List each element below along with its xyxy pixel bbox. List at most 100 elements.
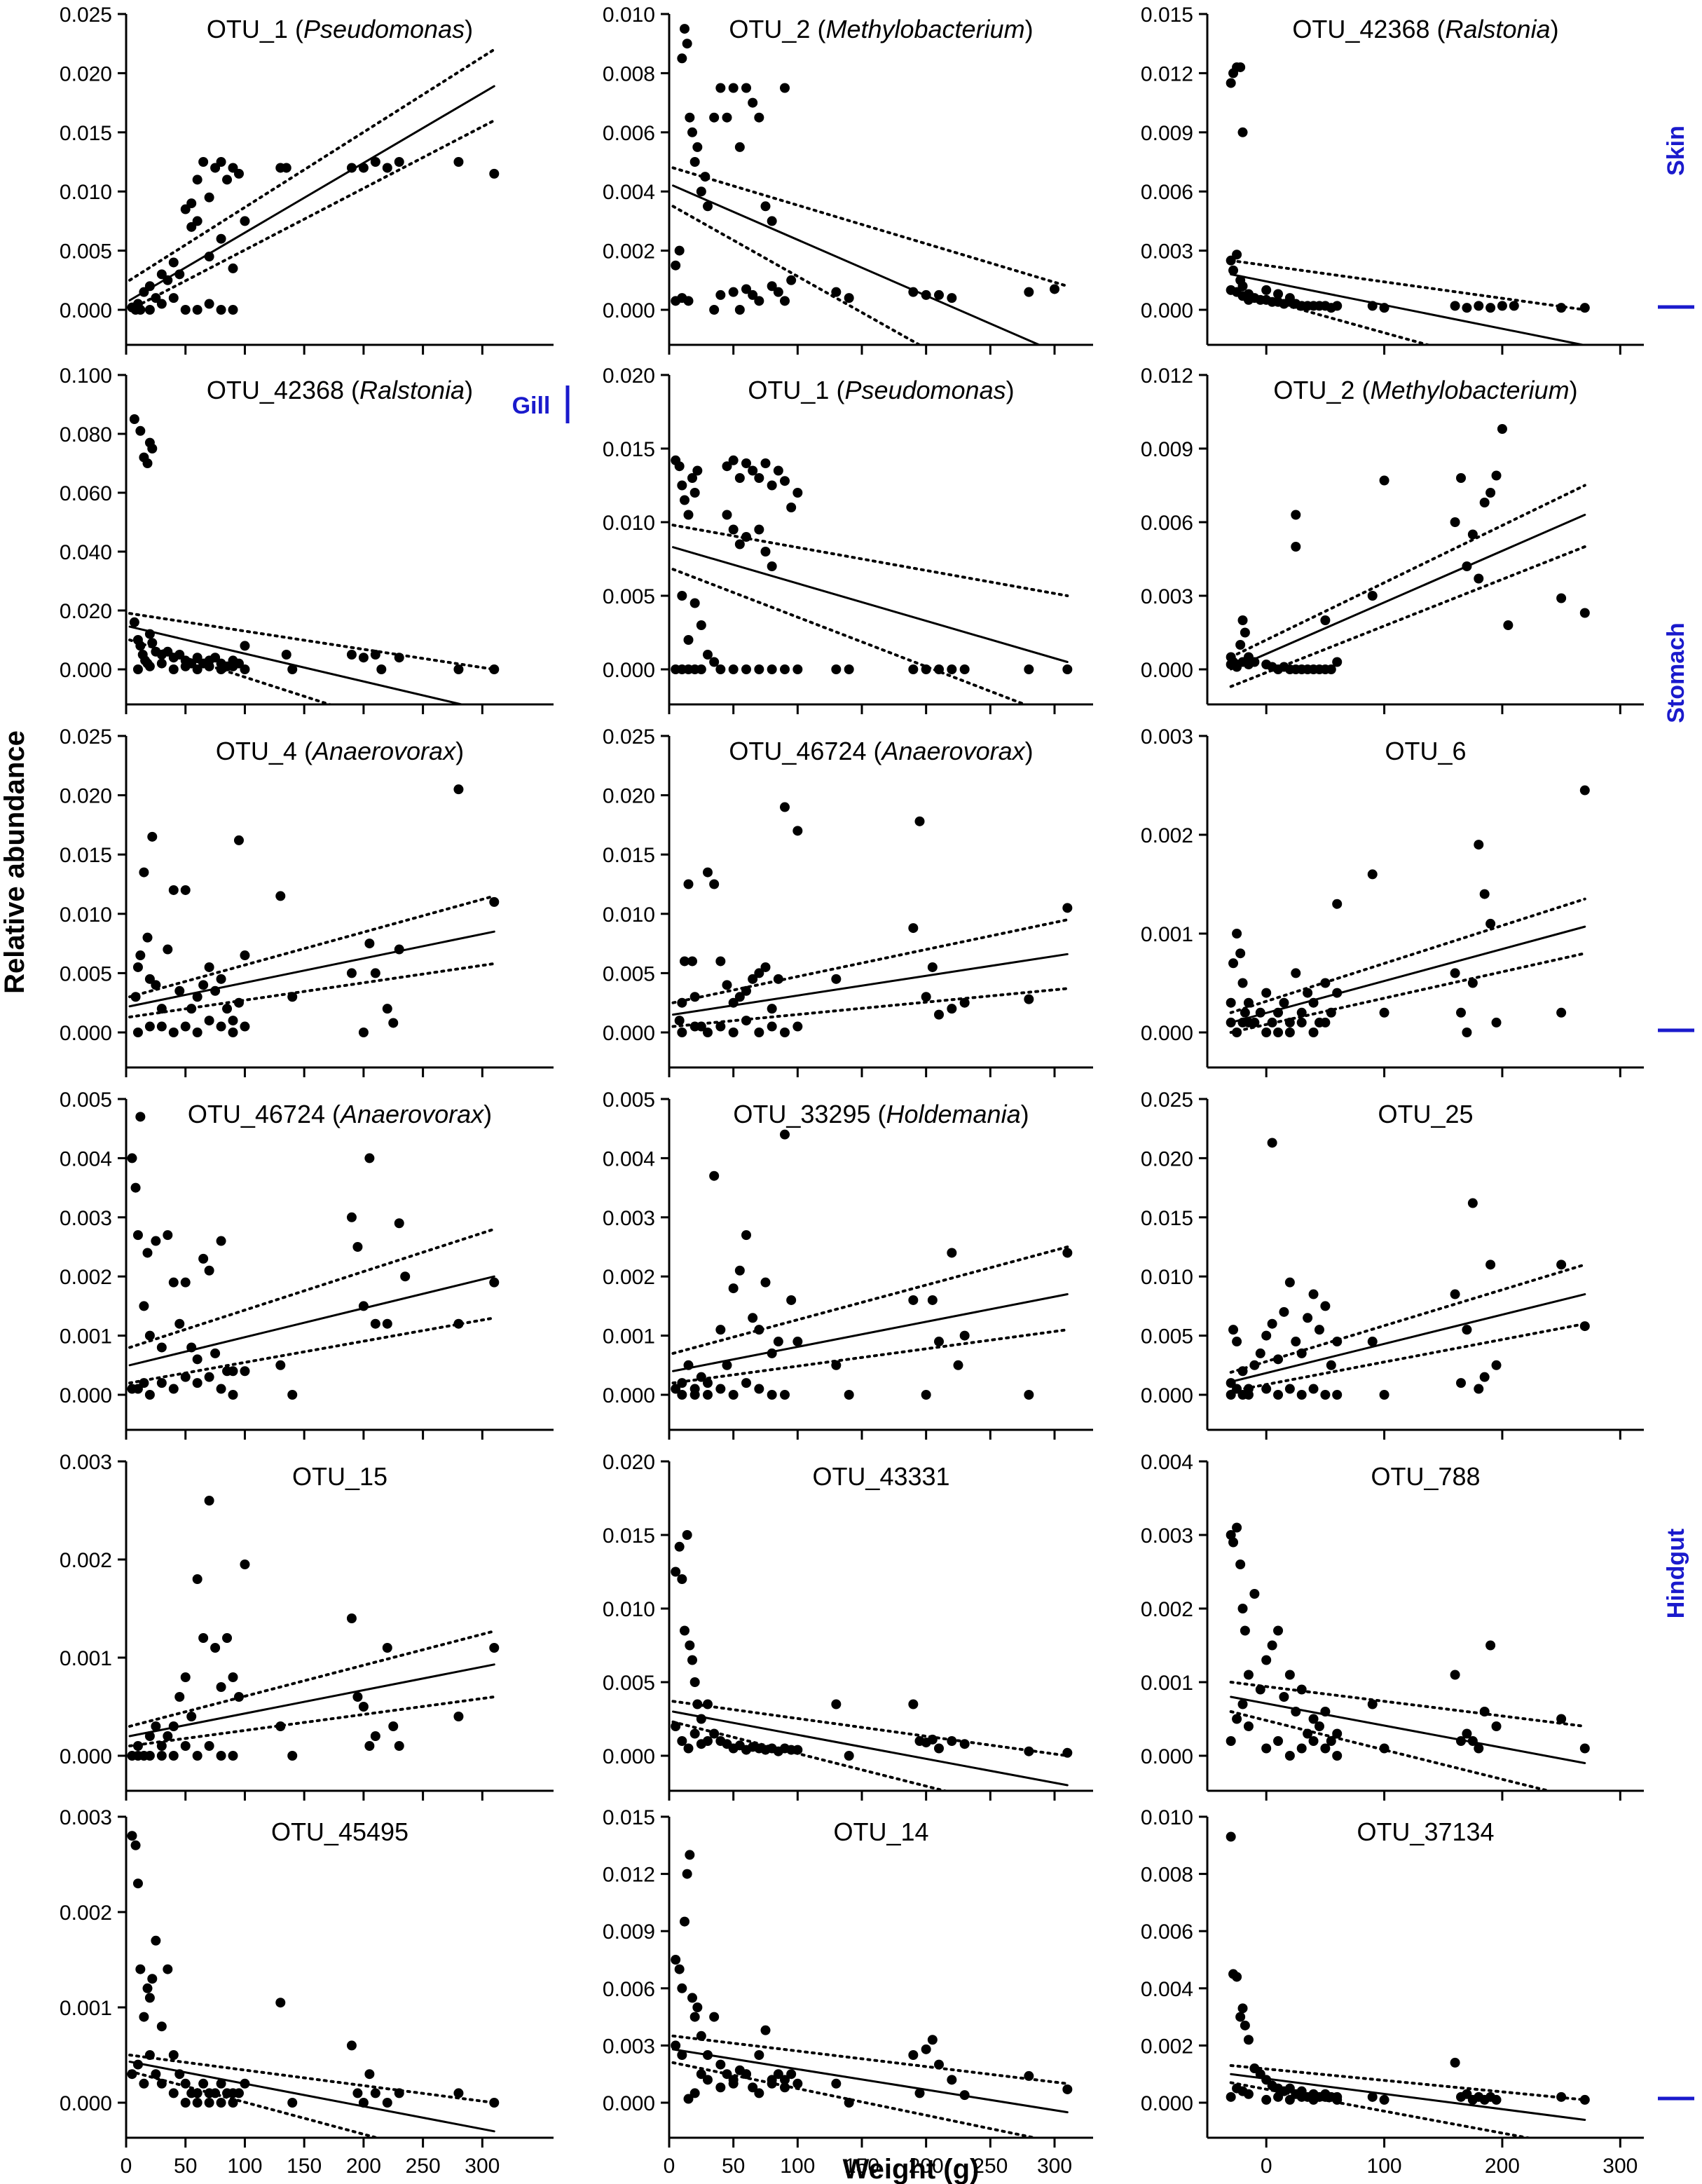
data-point [677,1028,687,1037]
data-point [1240,1007,1250,1018]
data-point [1450,2057,1460,2068]
data-point [346,1212,357,1222]
data-point [163,275,173,285]
y-tick-label: 0.015 [603,438,655,461]
plot-area [1226,424,1590,688]
data-point [1232,929,1242,939]
data-point [1308,1714,1319,1724]
data-point [786,503,797,512]
data-point [947,664,957,674]
panel-title-name: OTU_4 ( [216,737,313,765]
data-point [144,974,155,984]
data-point [168,1721,179,1731]
data-point [671,1955,681,1965]
data-point [792,664,803,674]
plot-area [128,414,500,704]
data-point [453,664,464,674]
y-tick-label: 0.004 [603,181,655,204]
data-point [1062,1747,1073,1758]
panel-title-close: ) [455,737,464,765]
data-point [352,2088,363,2098]
y-tick-label: 0.000 [60,1022,112,1045]
data-point [674,1016,685,1026]
data-point [204,1741,214,1751]
data-point [677,2050,687,2060]
x-tick-label: 150 [287,2155,322,2178]
data-point [144,1330,155,1341]
data-point [1556,1714,1567,1724]
data-point [156,1004,167,1014]
data-point [748,974,758,984]
ci-upper-line [128,2054,496,2104]
ci-upper-line [1229,1681,1586,1728]
data-point [346,1613,357,1623]
x-tick-label: 150 [844,2155,879,2178]
data-point [683,635,694,645]
data-point [715,956,726,967]
data-point [139,2012,149,2022]
ci-lower-line [1229,288,1433,345]
x-tick-label: 50 [174,2155,197,2178]
panel-title-close: ) [1551,15,1559,43]
data-point [1456,1736,1467,1746]
data-point [674,1541,685,1552]
data-point [1228,1325,1239,1335]
data-point [275,163,286,173]
data-point [222,1633,233,1643]
data-point [722,461,732,472]
data-point [216,974,226,984]
data-point [382,2098,392,2108]
data-point [703,1390,713,1400]
data-point [1450,301,1460,311]
y-tick-label: 0.009 [1141,122,1193,145]
data-point [358,2098,369,2108]
data-point [1332,1337,1343,1347]
data-point [1579,1743,1590,1754]
data-point [709,305,720,315]
data-point [1261,1655,1272,1665]
data-point [754,296,764,306]
data-point [680,956,689,967]
data-point [240,1366,250,1377]
data-point [163,1731,173,1741]
data-point [741,1230,751,1241]
chart-panel-12: 0.000 0.005 0.010 0.015 0.020 0.025 OTU_25 [1141,1088,1644,1440]
data-point [135,1112,146,1122]
ci-lower-line [1229,952,1586,1034]
data-point [754,473,764,483]
y-tick-label: 0.000 [603,2092,655,2115]
y-tick-label: 0.005 [60,1088,112,1112]
data-point [1485,488,1496,498]
y-tick-label: 0.001 [1141,1672,1193,1695]
data-point [1456,1378,1467,1388]
data-point [1320,1390,1331,1400]
regression-line [672,546,1069,663]
data-point [703,2075,713,2085]
data-point [767,1004,777,1014]
data-point [168,1384,179,1394]
data-point [1332,657,1343,667]
y-tick-label: 0.010 [603,903,655,927]
ci-lower-line [128,1316,496,1385]
data-point [1062,1248,1073,1258]
y-tick-label: 0.009 [603,1920,655,1944]
data-point [204,661,214,671]
data-point [959,2090,970,2101]
panel-title-name: OTU_43331 [812,1462,949,1491]
y-tick-label: 0.015 [603,1806,655,1829]
y-tick-label: 0.002 [60,1902,112,1925]
data-point [240,1021,250,1032]
data-point [1235,1559,1246,1569]
data-point [1024,664,1034,674]
ci-upper-line [128,894,496,999]
panel-title-name: OTU_46724 ( [729,737,881,765]
regression-line [128,1663,495,1738]
data-point [1485,918,1496,929]
data-point [1491,1360,1502,1370]
data-point [687,956,697,967]
y-tick-label: 0.000 [1141,1745,1193,1768]
data-point [1240,2020,1250,2031]
data-point [947,1004,957,1014]
data-point [1243,1017,1254,1028]
data-point [228,2088,238,2098]
